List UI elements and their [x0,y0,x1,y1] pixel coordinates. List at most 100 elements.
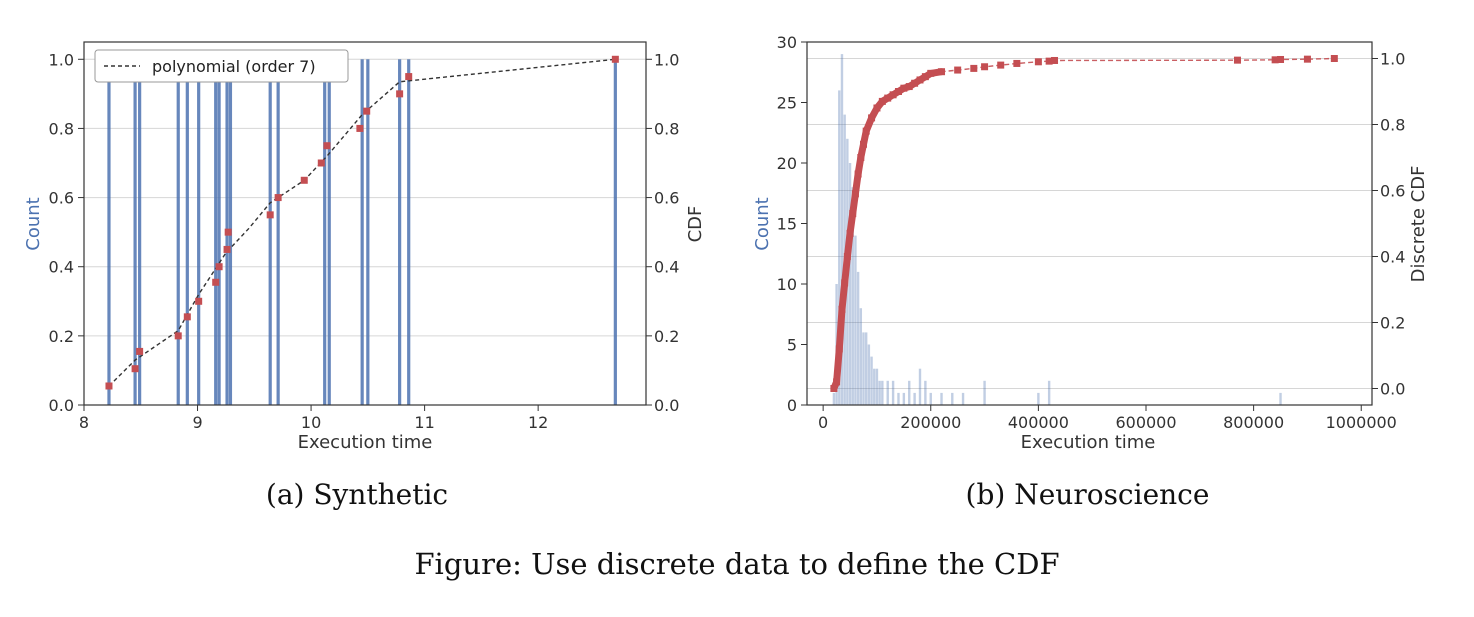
y-tick-label-left: 15 [777,215,797,234]
cdf-point [317,159,325,167]
cdf-point [843,253,851,260]
y-tick-label-right: 1.0 [654,50,679,69]
chart-a-xlabel: Execution time [298,432,433,453]
subcaption-a: (a) Synthetic [265,478,449,511]
histogram-bar [924,380,927,405]
y-tick-label-left: 0.8 [49,119,74,138]
chart-b-gridlines [807,58,1372,389]
y-tick-label-left: 0.0 [49,396,74,415]
chart-b-ticks: 0 200000 400000 600000 800000 1000000 0 5 10 15 20… [777,33,1406,432]
histogram-bar [867,344,871,405]
chart-a-ticks: 8 9 10 11 12 0.0 0.2 0.4 0.6 0.8 1.0 0.0 0.2 0.4 0.6 0.… [49,50,680,432]
cdf-point [997,61,1005,69]
histogram-bar [407,59,411,406]
cdf-point [835,345,843,353]
histogram-bar [276,59,280,406]
histogram-bar [918,368,922,405]
histogram-bar [366,59,370,406]
histogram-bar [902,392,906,405]
histogram-bar [859,308,863,405]
cdf-point [851,190,859,198]
chart-a-legend: polynomial (order 7) [94,49,349,83]
cdf-point [1034,58,1042,66]
y-tick-label-right: 0.6 [1380,182,1405,201]
histogram-bar [873,368,876,405]
histogram-bar [360,59,364,406]
cdf-point [833,378,841,386]
cdf-point [860,140,867,148]
cdf-point [300,176,308,184]
cdf-point [838,305,846,313]
chart-a-ylabel-right: CDF [685,206,706,243]
cdf-point [878,97,886,105]
cdf-point [884,94,892,102]
cdf-point [356,124,364,132]
histogram-bar [891,380,895,405]
x-tick-label: 600000 [1115,413,1176,432]
cdf-point [841,279,849,287]
y-tick-label-right: 0.4 [1380,248,1405,267]
cdf-point [868,114,876,122]
figure-caption: Figure: Use discrete data to define the … [414,547,1060,581]
histogram-bar [268,59,272,406]
cdf-point [854,170,862,178]
y-tick-label-right: 0.0 [654,396,679,415]
cdf-point [894,88,902,95]
histogram-bar [176,59,180,406]
chart-b-ylabel-left: Count [752,197,773,250]
cdf-point [1051,56,1059,64]
x-tick-label: 8 [79,413,89,432]
chart-b-bars [832,54,1282,406]
cdf-point [970,64,978,72]
y-tick-label-right: 0.6 [654,189,679,208]
cdf-point [849,210,857,218]
legend-label: polynomial (order 7) [152,57,316,76]
cdf-point [911,79,919,87]
histogram-bar [327,59,331,406]
cdf-point [905,83,913,91]
x-tick-label: 800000 [1223,413,1284,432]
x-tick-label: 10 [301,413,321,432]
y-tick-label-left: 0.2 [49,327,74,346]
x-tick-label: 12 [528,413,548,432]
cdf-point [223,245,231,253]
cdf-point [105,382,113,390]
cdf-point [938,68,946,76]
cdf-point [136,347,144,355]
cdf-point [174,332,182,340]
y-tick-label-right: 0.0 [1380,380,1405,399]
cdf-point [323,142,331,150]
y-tick-label-right: 0.2 [1380,314,1405,333]
chart-neuroscience: 0 200000 400000 600000 800000 1000000 0 5 10 15 20… [752,33,1429,453]
cdf-point [846,229,854,237]
cdf-point [224,228,232,236]
y-tick-label-left: 5 [787,336,797,355]
histogram-bar [1047,380,1051,405]
cdf-point [212,278,220,286]
histogram-bar [913,392,916,405]
cdf-point [1045,57,1053,65]
cdf-point [405,73,413,81]
y-tick-label-left: 10 [777,275,797,294]
histogram-bar [870,356,873,405]
cdf-point [862,127,870,135]
chart-a-frame [83,41,647,406]
y-tick-label-right: 1.0 [1380,50,1405,69]
cdf-point [363,107,371,115]
y-tick-label-right: 0.8 [654,119,679,138]
chart-a-fit-line [108,58,616,387]
histogram-bar [217,59,221,406]
chart-a-cdf-points [105,55,619,390]
cdf-point [1303,55,1311,63]
chart-b-cdf-points [830,55,1338,392]
x-tick-label: 11 [414,413,434,432]
cdf-point [889,91,897,99]
histogram-bar [838,90,841,406]
histogram-bar [107,59,111,406]
subcaption-b: (b) Neuroscience [965,478,1210,511]
cdf-point [274,194,282,202]
cdf-point [215,263,223,271]
x-tick-label: 400000 [1008,413,1069,432]
y-tick-label-left: 1.0 [49,50,74,69]
cdf-point [981,63,989,71]
